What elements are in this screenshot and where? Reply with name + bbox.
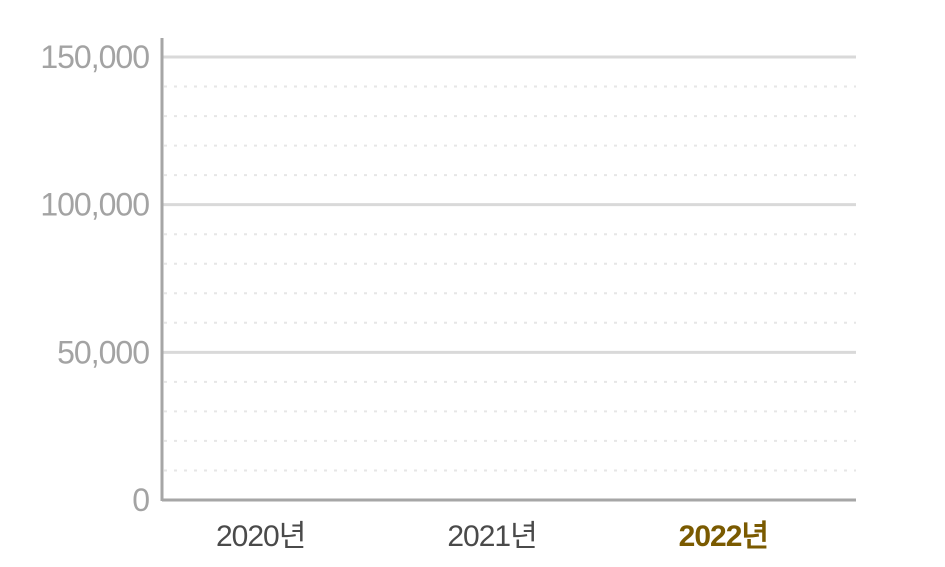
y-tick-label: 100,000 xyxy=(40,187,149,223)
y-tick-label: 150,000 xyxy=(40,39,149,75)
x-category-label: 2022년 xyxy=(679,520,768,553)
y-tick-labels: 0 50,000 100,000 150,000 xyxy=(40,39,150,518)
minor-gridlines xyxy=(164,85,856,472)
x-category-label: 2021년 xyxy=(447,520,536,553)
x-category-label: 2020년 xyxy=(216,520,305,553)
y-tick-label: 50,000 xyxy=(57,334,149,370)
major-gridlines xyxy=(162,55,856,354)
x-category-labels: 2020년 2021년 2022년 xyxy=(216,520,769,553)
y-tick-label: 0 xyxy=(132,482,149,518)
axes xyxy=(160,38,856,502)
